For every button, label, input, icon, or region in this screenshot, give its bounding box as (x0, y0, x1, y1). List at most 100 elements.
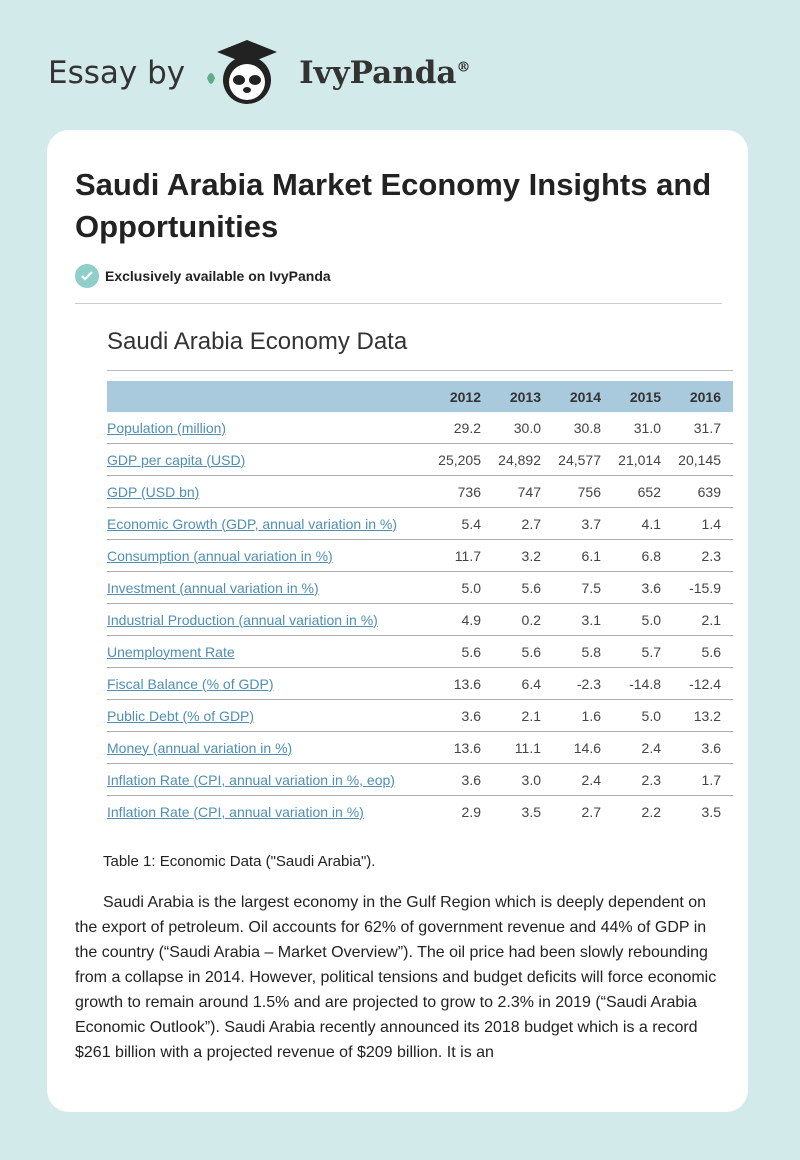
cell-value: 24,577 (553, 443, 613, 476)
cell-value: 747 (493, 475, 553, 508)
cell-value: 639 (673, 475, 733, 508)
table-row: Money (annual variation in %) 13.6 11.1 14.… (107, 731, 733, 764)
row-label: GDP (USD bn) (107, 475, 433, 508)
row-label: Inflation Rate (CPI, annual variation in… (107, 763, 433, 796)
exclusive-badge: Exclusively available on IvyPanda (75, 264, 331, 288)
row-label: Economic Growth (GDP, annual variation i… (107, 507, 433, 540)
cell-value: 1.7 (673, 763, 733, 796)
body-paragraph: Saudi Arabia is the largest economy in t… (75, 894, 717, 1061)
cell-value: 2.7 (493, 507, 553, 540)
cell-value: 3.6 (433, 763, 493, 796)
cell-value: 24,892 (493, 443, 553, 476)
table-row: Investment (annual variation in %) 5.0 5.6… (107, 571, 733, 604)
cell-value: 3.5 (521, 803, 541, 820)
table-row: Fiscal Balance (% of GDP) 13.6 6.4 -2.3 -14.… (107, 667, 733, 700)
cell-value: 5.6 (493, 635, 553, 668)
cell-value: 4.1 (613, 507, 673, 540)
table-row: Consumption (annual variation in %) 11.7 3… (107, 539, 733, 572)
column-header: 2016 (673, 381, 733, 412)
cell-value: 20,145 (673, 443, 733, 476)
cell-value: 2.3 (613, 763, 673, 796)
cell-value: 3.6 (433, 699, 493, 732)
cell-value: 2.1 (673, 603, 733, 636)
cell-value: 3.0 (493, 763, 553, 796)
divider (75, 303, 722, 304)
cell-value: 1.6 (553, 699, 613, 732)
table-row: Economic Growth (GDP, annual variation i… (107, 507, 733, 540)
header-row: 2012 2013 2014 2015 2016 (107, 381, 733, 412)
cell-value: 14.6 (553, 731, 613, 764)
row-label: Unemployment Rate (107, 635, 433, 668)
cell-value: -14.8 (613, 667, 673, 700)
cell-value: 13.6 (433, 731, 493, 764)
column-header: 2012 (433, 381, 493, 412)
cell-value: 652 (613, 475, 673, 508)
table-row: Inflation Rate (CPI, annual variation in… (107, 796, 733, 828)
cell-value: 29.2 (433, 412, 493, 444)
table-row: Inflation Rate (CPI, annual variation in… (107, 763, 733, 796)
cell-value: 736 (433, 475, 493, 508)
economy-table: 2012 2013 2014 2015 2016 Population (million)… (107, 381, 733, 827)
cell-value: 5.7 (613, 635, 673, 668)
cell-value: 2.7 (581, 803, 601, 820)
cell-value: 756 (553, 475, 613, 508)
cell-value: 11.7 (433, 539, 493, 572)
header-blank (107, 381, 433, 412)
cell-value: 2.4 (613, 731, 673, 764)
column-header: 2014 (553, 381, 613, 412)
registered-mark: ® (456, 59, 471, 76)
row-label: GDP per capita (USD) (107, 443, 433, 476)
cell-value: 25,205 (433, 443, 493, 476)
cell-value: 3.6 (613, 571, 673, 604)
table-row: Population (million) 29.2 30.0 30.8 31.0 31.7 (107, 412, 733, 444)
cell-value: 3.6 (673, 731, 733, 764)
cell-value: 4.9 (433, 603, 493, 636)
check-icon (75, 264, 99, 288)
table-row: Unemployment Rate 5.6 5.6 5.8 5.7 5.6 (107, 635, 733, 668)
row-label: Fiscal Balance (% of GDP) (107, 667, 433, 700)
badge-text: Exclusively available on IvyPanda (105, 268, 331, 284)
cell-value: 2.4 (553, 763, 613, 796)
cell-value: 6.8 (613, 539, 673, 572)
cell-value: -12.4 (673, 667, 733, 700)
cell-value: 3.2 (493, 539, 553, 572)
row-label: Public Debt (% of GDP) (107, 699, 433, 732)
cell-value: 5.0 (613, 699, 673, 732)
table-caption: Table 1: Economic Data ("Saudi Arabia"). (103, 853, 376, 870)
cell-value: 13.6 (433, 667, 493, 700)
cell-value: -2.3 (553, 667, 613, 700)
table-row: GDP (USD bn) 736 747 756 652 639 (107, 475, 733, 508)
cell-value: 31.7 (673, 412, 733, 444)
table-row: GDP per capita (USD) 25,205 24,892 24,577 21… (107, 443, 733, 476)
cell-value: 21,014 (613, 443, 673, 476)
brand: Essay by IvyPanda® (48, 38, 471, 108)
cell-value: 2.1 (493, 699, 553, 732)
cell-value: 7.5 (553, 571, 613, 604)
cell-value: 30.8 (553, 412, 613, 444)
article-title: Saudi Arabia Market Economy Insights and… (75, 167, 712, 244)
panda-logo (207, 40, 278, 104)
cell-value: 13.2 (673, 699, 733, 732)
cell-value: 30.0 (493, 412, 553, 444)
cell-value: 5.0 (613, 603, 673, 636)
row-label: Money (annual variation in %) (107, 731, 433, 764)
row-label: Industrial Production (annual variation … (107, 603, 433, 636)
cell-value: 5.6 (673, 635, 733, 668)
brand-text: IvyPanda (299, 55, 457, 91)
table-row: Industrial Production (annual variation … (107, 603, 733, 636)
column-header: 2015 (613, 381, 673, 412)
article-card: Saudi Arabia Market Economy Insights and… (47, 130, 748, 1112)
cell-value: 3.1 (553, 603, 613, 636)
cell-value: 5.6 (433, 635, 493, 668)
cell-value: 2.3 (673, 539, 733, 572)
cell-value: 5.0 (433, 571, 493, 604)
table-title: Saudi Arabia Economy Data (107, 328, 408, 355)
cell-value: 6.4 (493, 667, 553, 700)
cell-value: -15.9 (673, 571, 733, 604)
cell-value: 3.5 (701, 803, 721, 820)
row-label: Inflation Rate (CPI, annual variation in… (107, 803, 364, 820)
cell-value: 0.2 (493, 603, 553, 636)
cell-value: 2.2 (641, 803, 661, 820)
cell-value: 31.0 (613, 412, 673, 444)
